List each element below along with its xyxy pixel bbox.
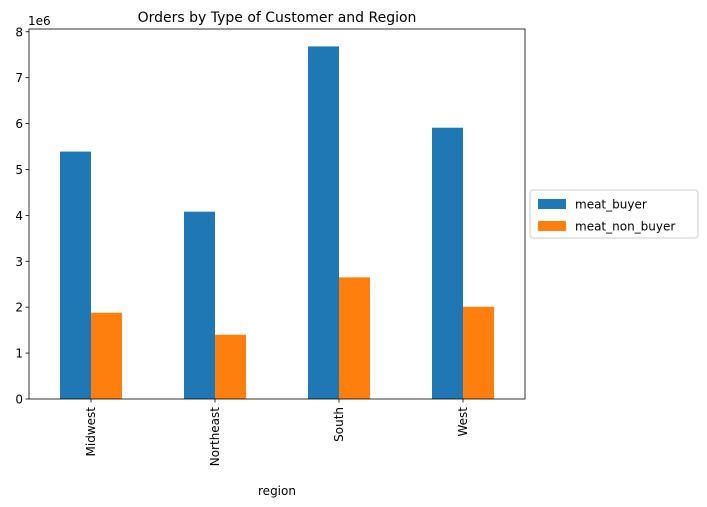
chart-title: Orders by Type of Customer and Region [138,10,417,26]
y-tick-label: 3 [15,255,23,269]
y-tick-label: 1 [15,347,23,361]
bar-meat_buyer-south [308,46,339,399]
y-tick-label: 5 [15,163,23,177]
legend-swatch-meat_non_buyer [538,221,566,231]
y-tick-label: 6 [15,117,23,131]
x-axis: Midwest Northeast South West [84,399,470,466]
legend-label-meat_non_buyer: meat_non_buyer [575,220,675,234]
bar-meat_non_buyer-midwest [91,312,122,399]
bar-meat_buyer-west [432,127,463,399]
x-tick-label-midwest: Midwest [84,407,98,457]
y-multiplier-label: 1e6 [28,14,51,28]
legend-swatch-meat_buyer [538,199,566,209]
y-tick-label: 2 [15,301,23,315]
y-tick-label: 7 [15,71,23,85]
y-tick-label: 4 [15,209,23,223]
bar-meat_buyer-midwest [60,151,91,399]
bar-meat_non_buyer-south [339,277,370,399]
y-tick-label: 0 [15,393,23,407]
plot-frame [28,28,526,400]
legend-box [529,189,699,239]
legend-label-meat_buyer: meat_buyer [575,198,647,212]
bar-meat_non_buyer-northeast [215,334,246,399]
y-axis: 0 1 2 3 4 5 6 7 8 [15,25,29,407]
bars-group [60,46,494,399]
x-axis-label: region [258,484,296,498]
legend: meat_buyer meat_non_buyer [529,189,699,239]
x-tick-label-northeast: Northeast [208,407,222,467]
x-tick-label-west: West [456,407,470,437]
x-tick-label-south: South [332,407,346,442]
bar-meat_buyer-northeast [184,211,215,399]
bar-meat_non_buyer-west [463,306,494,399]
y-tick-label: 8 [15,25,23,39]
